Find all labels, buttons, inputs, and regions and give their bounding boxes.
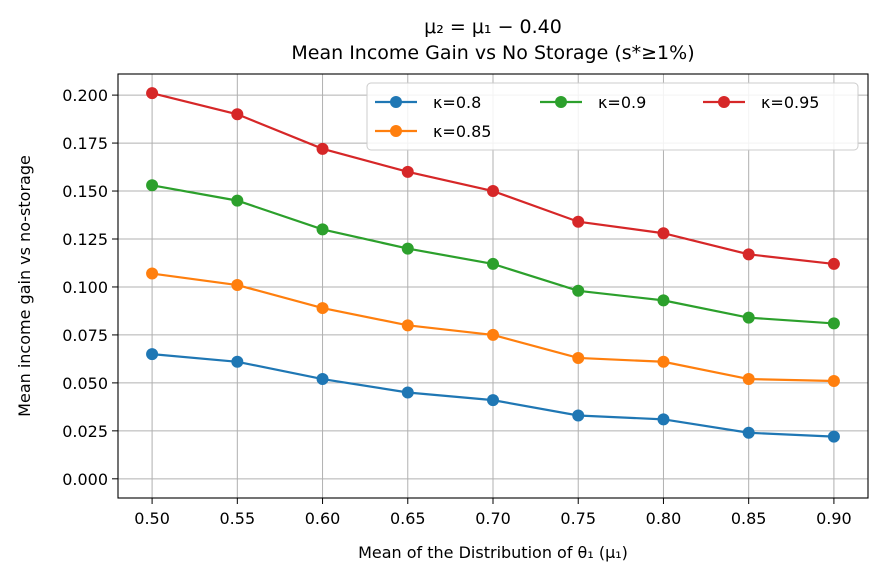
legend-marker — [555, 96, 567, 108]
x-axis-label: Mean of the Distribution of θ₁ (μ₁) — [358, 543, 628, 562]
data-point — [401, 319, 414, 332]
y-axis-label: Mean income gain vs no-storage — [15, 155, 34, 417]
data-point — [146, 179, 159, 192]
data-point — [401, 165, 414, 178]
data-point — [657, 294, 670, 307]
data-point — [316, 302, 329, 315]
data-point — [487, 257, 499, 270]
x-tick-label: 0.75 — [560, 509, 596, 528]
data-point — [827, 374, 840, 387]
data-point — [316, 223, 329, 236]
data-point — [231, 279, 244, 292]
x-tick-label: 0.90 — [816, 509, 852, 528]
data-point — [487, 185, 499, 198]
chart-title: μ₂ = μ₁ − 0.40 — [424, 16, 562, 38]
data-point — [316, 142, 329, 155]
x-tick-label: 0.85 — [731, 509, 767, 528]
data-point — [827, 430, 840, 443]
x-tick-label: 0.60 — [305, 509, 341, 528]
y-tick-label: 0.025 — [62, 422, 108, 441]
y-tick-label: 0.050 — [62, 374, 108, 393]
y-tick-label: 0.175 — [62, 134, 108, 153]
data-point — [401, 242, 414, 255]
data-point — [572, 409, 585, 422]
data-point — [572, 284, 585, 297]
legend: κ=0.8 κ=0.85 κ=0.9 κ=0.95 — [366, 82, 859, 151]
legend-marker — [390, 96, 402, 108]
x-tick-label: 0.65 — [390, 509, 426, 528]
y-tick-label: 0.000 — [62, 470, 108, 489]
y-tick-label: 0.100 — [62, 278, 108, 297]
data-point — [572, 351, 585, 364]
data-point — [657, 227, 670, 240]
data-point — [231, 355, 244, 368]
y-tick-label: 0.125 — [62, 230, 108, 249]
data-point — [231, 108, 244, 121]
data-point — [657, 413, 670, 426]
x-tick-label: 0.50 — [134, 509, 170, 528]
data-point — [742, 373, 755, 386]
data-point — [827, 317, 840, 330]
data-point — [742, 248, 755, 261]
legend-marker — [718, 96, 730, 108]
data-point — [487, 394, 499, 407]
data-point — [316, 373, 329, 386]
data-point — [827, 257, 840, 270]
data-point — [146, 267, 159, 280]
x-tick-label: 0.70 — [475, 509, 511, 528]
chart-subtitle: Mean Income Gain vs No Storage (s*≥1%) — [291, 42, 694, 64]
legend-box — [366, 82, 859, 151]
series-layer — [146, 87, 840, 443]
data-point — [401, 386, 414, 399]
data-point — [231, 194, 244, 207]
data-point — [742, 311, 755, 324]
legend-label: κ=0.9 — [598, 93, 646, 112]
data-point — [742, 426, 755, 439]
data-point — [572, 215, 585, 228]
y-tick-label: 0.150 — [62, 182, 108, 201]
data-point — [146, 348, 159, 361]
ticks: 0.50 0.55 0.60 0.65 0.70 0.75 0.80 0.85 0.90 0.00… — [62, 86, 852, 528]
y-tick-label: 0.075 — [62, 326, 108, 345]
x-tick-label: 0.80 — [646, 509, 682, 528]
legend-label: κ=0.8 — [433, 93, 481, 112]
legend-label: κ=0.85 — [433, 122, 491, 141]
legend-label: κ=0.95 — [761, 93, 819, 112]
y-tick-label: 0.200 — [62, 86, 108, 105]
data-point — [657, 355, 670, 368]
data-point — [146, 87, 159, 100]
x-tick-label: 0.55 — [220, 509, 256, 528]
data-point — [487, 328, 499, 341]
legend-marker — [390, 125, 402, 137]
